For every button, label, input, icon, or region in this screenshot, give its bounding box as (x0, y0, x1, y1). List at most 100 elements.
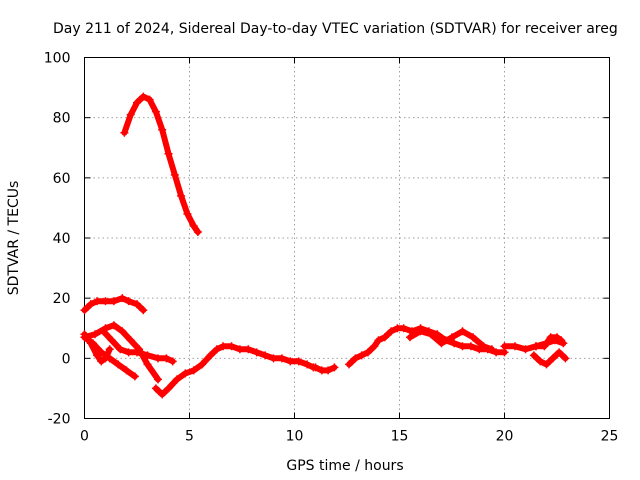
data-point (406, 333, 414, 342)
chart-title: Day 211 of 2024, Sidereal Day-to-day VTE… (53, 21, 618, 37)
data-point (168, 357, 177, 366)
data-point (357, 351, 366, 360)
data-point (124, 348, 133, 357)
series-line (530, 349, 569, 368)
data-point (93, 297, 102, 306)
data-point (118, 294, 127, 303)
data-point (235, 345, 244, 354)
y-tick-label: 100 (44, 51, 71, 67)
data-point (97, 357, 106, 366)
data-point (294, 357, 303, 366)
data-point (370, 342, 379, 351)
series-arc-b (80, 333, 139, 381)
data-point (458, 327, 467, 336)
x-axis-label: GPS time / hours (286, 458, 403, 474)
data-point (118, 327, 127, 336)
series-arc-high (120, 92, 202, 236)
data-point (80, 333, 89, 342)
data-point (116, 345, 125, 354)
y-tick-label: 0 (62, 351, 71, 367)
data-point (154, 375, 162, 384)
data-point (466, 342, 475, 351)
data-point (133, 300, 141, 309)
data-point (114, 360, 123, 369)
data-point (311, 363, 320, 372)
data-point (139, 92, 148, 101)
data-point (450, 339, 459, 348)
data-point (99, 327, 108, 336)
data-point (172, 375, 181, 384)
data-point (330, 363, 339, 372)
data-point (181, 369, 190, 378)
data-point (105, 354, 114, 363)
data-point (164, 384, 173, 393)
data-point (244, 345, 253, 354)
data-point (553, 333, 561, 342)
series-arc-f (311, 363, 339, 375)
data-point (158, 125, 167, 134)
data-point (183, 209, 192, 218)
data-point (364, 348, 372, 357)
data-point (532, 342, 540, 351)
data-series (80, 92, 570, 399)
y-tick-label: 20 (53, 291, 71, 307)
data-point (151, 384, 160, 393)
data-point (487, 345, 496, 354)
data-point (542, 360, 551, 369)
data-point (555, 348, 564, 357)
data-point (80, 306, 89, 315)
data-point (277, 354, 286, 363)
x-tick-label: 20 (496, 429, 514, 445)
data-point (97, 348, 106, 357)
data-point (105, 345, 114, 354)
data-point (303, 360, 312, 369)
data-point (469, 333, 477, 342)
data-point (427, 330, 435, 339)
y-tick-label: 80 (53, 111, 71, 127)
data-point (151, 107, 160, 116)
data-point (561, 354, 570, 363)
data-point (261, 351, 270, 360)
data-point (458, 342, 467, 351)
data-point (448, 333, 456, 342)
data-point (511, 342, 519, 351)
data-point (557, 336, 566, 345)
data-point (324, 366, 333, 375)
series-line (346, 325, 508, 368)
series-arc-k (532, 333, 566, 351)
data-point (269, 354, 278, 363)
data-point (536, 357, 545, 366)
data-point (126, 110, 135, 119)
x-tick-label: 5 (185, 429, 194, 445)
data-point (126, 336, 135, 345)
data-point (145, 95, 154, 104)
data-point (374, 336, 383, 345)
x-tick-label: 0 (80, 429, 89, 445)
data-point (193, 227, 202, 236)
data-point (88, 339, 97, 348)
y-tick-label: 60 (53, 171, 71, 187)
series-line (152, 343, 317, 398)
data-point (548, 354, 557, 363)
data-point (120, 128, 129, 137)
x-tick-label: 15 (391, 429, 409, 445)
data-point (387, 327, 396, 336)
data-point (479, 342, 488, 351)
data-point (162, 354, 171, 363)
data-point (252, 348, 261, 357)
series-arc-j (529, 348, 570, 369)
x-tick-label: 25 (601, 429, 619, 445)
data-point (189, 366, 198, 375)
y-tick-label: 40 (53, 231, 71, 247)
data-point (139, 306, 148, 315)
data-point (206, 351, 215, 360)
data-point (189, 221, 198, 230)
data-point (101, 297, 110, 306)
data-point (158, 390, 167, 399)
data-point (492, 348, 501, 357)
data-point (345, 360, 354, 369)
data-point (529, 351, 538, 360)
data-point (130, 372, 139, 381)
data-point (86, 300, 95, 309)
series-arc-d (99, 327, 177, 366)
